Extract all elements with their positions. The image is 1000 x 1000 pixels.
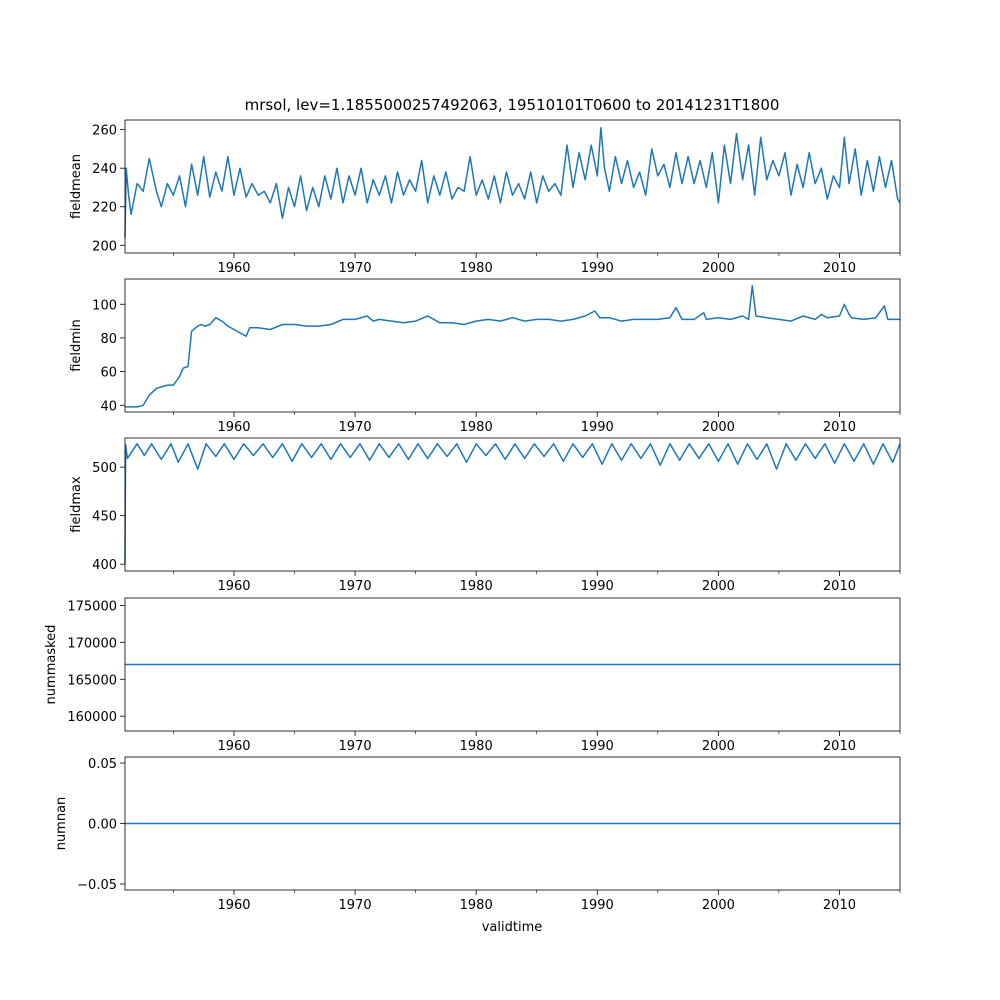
numnan-x-tick-label: 1990	[581, 898, 614, 913]
numnan-y-tick-label: 0.05	[88, 757, 117, 772]
fieldmean-y-tick-label: 240	[92, 162, 117, 177]
panel-nummasked: 1960 1970 1980 1990 2000 2010 160000 165000 1700…	[44, 597, 901, 754]
nummasked-x-tick-label: 2010	[823, 739, 856, 754]
numnan-x-tick-label: 2000	[702, 898, 735, 913]
fieldmax-series-line	[124, 443, 901, 565]
panel-fieldmax: 1960 1970 1980 1990 2000 2010 400 450 500 fieldma…	[69, 437, 901, 594]
numnan-y-tick-label: −0.05	[77, 878, 117, 893]
fieldmax-x-tick-label: 1980	[460, 579, 493, 594]
fieldmax-y-tick-label: 450	[92, 510, 117, 525]
fieldmax-axes-frame	[124, 437, 901, 572]
nummasked-x-tick-label: 1990	[581, 739, 614, 754]
nummasked-y-axis-label: nummasked	[44, 625, 59, 705]
nummasked-x-tick-label: 1980	[460, 739, 493, 754]
fieldmean-axes-frame	[124, 119, 901, 254]
fieldmean-series-line	[124, 126, 901, 238]
fieldmin-y-tick-label: 40	[100, 399, 117, 414]
numnan-y-tick-label: 0.00	[88, 818, 117, 833]
fieldmin-x-tick-label: 1970	[339, 420, 372, 435]
fieldmean-y-tick-label: 220	[92, 201, 117, 216]
nummasked-axes-frame	[124, 597, 901, 732]
fieldmin-x-tick-label: 1960	[217, 420, 250, 435]
nummasked-y-tick-label: 165000	[67, 673, 117, 688]
fieldmin-y-tick-label: 60	[100, 366, 117, 381]
nummasked-y-tick-label: 160000	[67, 710, 117, 725]
fieldmax-x-tick-label: 1960	[217, 579, 250, 594]
panel-numnan: 1960 1970 1980 1990 2000 2010 −0.05 0.00 0.05 num…	[54, 756, 901, 913]
fieldmin-axes-frame	[124, 278, 901, 413]
fieldmean-x-tick-label: 2000	[702, 261, 735, 276]
fieldmin-y-tick-label: 100	[92, 298, 117, 313]
fieldmin-y-tick-label: 80	[100, 332, 117, 347]
fieldmean-x-tick-label: 1990	[581, 261, 614, 276]
fieldmax-x-tick-label: 1990	[581, 579, 614, 594]
fieldmean-x-tick-label: 1960	[217, 261, 250, 276]
panels: 1960 1970 1980 1990 2000 2010 200 220 240 260 fiel…	[44, 119, 901, 913]
numnan-x-tick-label: 1980	[460, 898, 493, 913]
fieldmax-y-tick-label: 500	[92, 461, 117, 476]
nummasked-y-tick-label: 175000	[67, 599, 117, 614]
nummasked-x-tick-label: 1970	[339, 739, 372, 754]
fieldmean-x-tick-label: 2010	[823, 261, 856, 276]
numnan-x-tick-label: 1960	[217, 898, 250, 913]
panel-fieldmean: 1960 1970 1980 1990 2000 2010 200 220 240 260 fiel…	[69, 119, 901, 276]
panel-fieldmin: 1960 1970 1980 1990 2000 2010 40 60 80 100 fieldmi…	[69, 278, 901, 435]
nummasked-x-tick-label: 2000	[702, 739, 735, 754]
fieldmax-x-tick-label: 1970	[339, 579, 372, 594]
fieldmean-x-tick-label: 1970	[339, 261, 372, 276]
fieldmax-y-axis-label: fieldmax	[69, 476, 84, 533]
fieldmin-x-tick-label: 2010	[823, 420, 856, 435]
fieldmean-y-axis-label: fieldmean	[69, 154, 84, 219]
fieldmax-x-tick-label: 2010	[823, 579, 856, 594]
fieldmin-series-line	[125, 284, 900, 408]
fieldmax-y-tick-label: 400	[92, 558, 117, 573]
fieldmean-y-tick-label: 200	[92, 239, 117, 254]
fieldmean-x-tick-label: 1980	[460, 261, 493, 276]
fieldmin-x-tick-label: 2000	[702, 420, 735, 435]
x-axis-label: validtime	[482, 920, 543, 935]
nummasked-x-tick-label: 1960	[217, 739, 250, 754]
fieldmean-y-tick-label: 260	[92, 124, 117, 139]
chart-title: mrsol, lev=1.1855000257492063, 19510101T…	[245, 96, 780, 114]
fieldmin-x-tick-label: 1980	[460, 420, 493, 435]
nummasked-y-tick-label: 170000	[67, 636, 117, 651]
fieldmin-x-tick-label: 1990	[581, 420, 614, 435]
fieldmax-x-tick-label: 2000	[702, 579, 735, 594]
fieldmin-y-axis-label: fieldmin	[69, 319, 84, 372]
numnan-x-tick-label: 1970	[339, 898, 372, 913]
numnan-y-axis-label: numnan	[54, 797, 69, 851]
numnan-x-tick-label: 2010	[823, 898, 856, 913]
